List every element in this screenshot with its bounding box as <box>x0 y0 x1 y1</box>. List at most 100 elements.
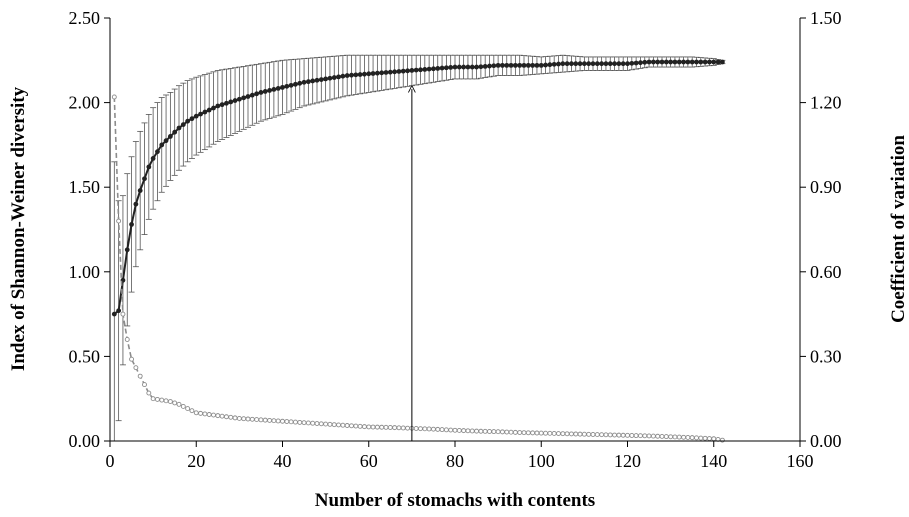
cv-point <box>370 424 376 430</box>
cv-point <box>512 429 518 435</box>
diversity-point <box>573 61 579 67</box>
diversity-point <box>146 164 152 170</box>
diversity-point <box>495 62 501 68</box>
cv-point <box>681 434 687 440</box>
cv-point <box>495 429 501 435</box>
cv-point <box>357 423 363 429</box>
diversity-point <box>715 59 721 65</box>
diversity-point <box>288 82 294 88</box>
diversity-point <box>474 64 479 70</box>
cv-point <box>633 433 639 439</box>
diversity-point <box>638 60 643 66</box>
cv-point <box>292 419 298 425</box>
cv-point <box>499 429 505 435</box>
cv-point <box>560 431 566 437</box>
diversity-point <box>642 59 648 65</box>
cv-point <box>180 404 186 409</box>
diversity-point <box>569 61 574 67</box>
diversity-point <box>232 98 238 103</box>
diversity-point <box>607 61 613 67</box>
cv-point <box>448 427 454 433</box>
cv-line <box>113 96 723 441</box>
diversity-point <box>431 66 436 72</box>
cv-point <box>198 410 204 416</box>
cv-point <box>599 432 605 438</box>
y-axis-right-title: Coefficient of variation <box>888 135 909 323</box>
cv-point <box>694 435 699 441</box>
diversity-point <box>305 79 311 85</box>
y-left-tick-label: 0.00 <box>69 431 101 451</box>
cv-point <box>517 430 523 435</box>
diversity-point <box>719 59 725 65</box>
diversity-point <box>668 59 674 65</box>
diversity-point <box>465 64 471 70</box>
diversity-point <box>310 78 316 84</box>
diversity-point <box>663 59 669 65</box>
cv-point <box>383 424 389 430</box>
cv-point <box>573 431 579 437</box>
cv-point <box>340 422 346 428</box>
diversity-point <box>646 59 652 65</box>
cv-point <box>607 432 613 438</box>
cv-point <box>685 434 691 440</box>
diversity-point <box>176 125 182 131</box>
cv-point <box>443 427 449 433</box>
cv-point <box>146 390 152 396</box>
cv-point <box>534 430 540 436</box>
cv-point <box>719 437 725 443</box>
cv-point <box>461 428 467 434</box>
diversity-point <box>193 113 199 119</box>
cv-point <box>206 412 212 417</box>
cv-point <box>361 424 367 430</box>
diversity-point <box>159 142 165 148</box>
diversity-point <box>202 109 208 115</box>
cv-point <box>564 431 570 437</box>
axes: 0 20 40 60 80 100 120 140 160 0.00 0.50 1.00 1.50 2.… <box>69 8 842 471</box>
cv-point <box>215 413 221 419</box>
diversity-point <box>612 61 617 67</box>
cv-point <box>426 426 432 432</box>
diversity-point <box>224 100 229 106</box>
cv-point <box>219 413 225 419</box>
diversity-point <box>150 156 156 161</box>
cv-point <box>232 415 238 421</box>
cv-point <box>568 431 574 437</box>
diversity-point <box>267 88 272 93</box>
x-tick-label: 160 <box>787 451 814 471</box>
cv-point <box>349 423 354 429</box>
diversity-point <box>387 69 393 75</box>
diversity-point <box>314 77 320 83</box>
cv-point <box>366 424 372 430</box>
y-left-ticks: 0.00 0.50 1.00 1.50 2.00 2.50 <box>69 8 110 451</box>
cv-point <box>452 427 458 433</box>
diversity-point <box>508 62 514 68</box>
y-left-tick-label: 1.50 <box>69 177 101 197</box>
diversity-point <box>258 90 264 95</box>
cv-point <box>439 427 445 433</box>
cv-point <box>262 417 268 423</box>
diversity-point <box>374 70 380 76</box>
cv-point <box>236 415 242 421</box>
diversity-point <box>685 59 691 65</box>
diversity-point <box>370 71 376 76</box>
cv-point <box>379 424 385 430</box>
cv-point <box>556 431 561 437</box>
diversity-point <box>323 76 329 82</box>
y-right-tick-label: 0.90 <box>810 177 842 197</box>
diversity-point <box>655 59 661 65</box>
cv-point <box>650 433 656 439</box>
diversity-point <box>111 311 117 317</box>
diversity-point <box>331 75 337 80</box>
cv-point <box>172 400 178 406</box>
diversity-point <box>340 73 346 79</box>
diversity-point <box>249 92 255 98</box>
cv-point <box>711 436 717 442</box>
diversity-point <box>504 62 510 68</box>
cv-point <box>538 430 544 436</box>
cv-point <box>271 418 277 424</box>
diversity-point <box>650 59 656 65</box>
diversity-point <box>137 188 143 193</box>
y-right-ticks: 0.00 0.30 0.60 0.90 1.20 1.50 <box>800 8 842 451</box>
cv-point <box>111 94 117 100</box>
